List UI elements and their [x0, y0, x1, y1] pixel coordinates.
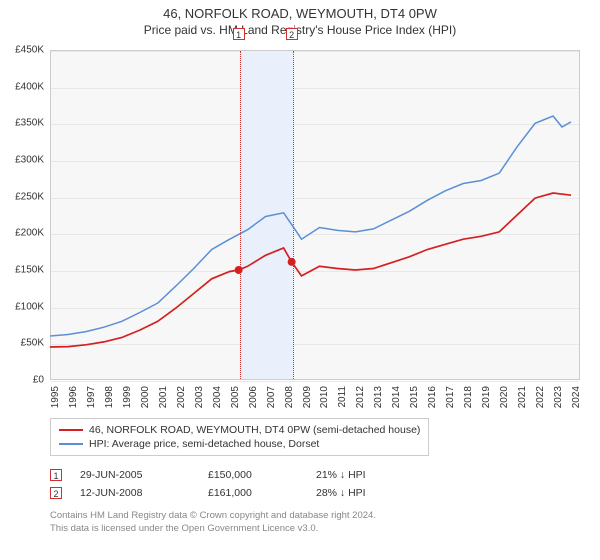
sale-marker-box: 1 — [233, 28, 245, 40]
y-tick-label: £100K — [15, 301, 44, 312]
x-tick-label: 2017 — [445, 386, 456, 408]
gridline-h — [51, 381, 579, 382]
x-tick-label: 2003 — [194, 386, 205, 408]
sale-marker-box: 2 — [286, 28, 298, 40]
legend-swatch — [59, 429, 83, 431]
y-tick-label: £0 — [33, 375, 44, 386]
legend-box: 46, NORFOLK ROAD, WEYMOUTH, DT4 0PW (sem… — [50, 418, 429, 456]
sales-price: £150,000 — [208, 469, 298, 481]
y-tick-label: £300K — [15, 155, 44, 166]
y-tick-label: £400K — [15, 81, 44, 92]
chart-area: £0£50K£100K£150K£200K£250K£300K£350K£400… — [50, 50, 580, 380]
sales-row: 1 29-JUN-2005 £150,000 21% ↓ HPI — [50, 466, 580, 484]
footer: Contains HM Land Registry data © Crown c… — [50, 510, 580, 536]
x-tick-label: 2014 — [391, 386, 402, 408]
sales-diff: 21% ↓ HPI — [316, 469, 406, 481]
legend-swatch — [59, 443, 83, 445]
title-sub: Price paid vs. HM Land Registry's House … — [0, 23, 600, 37]
series-line — [50, 193, 571, 347]
x-tick-label: 2011 — [337, 386, 348, 408]
footer-line2: This data is licensed under the Open Gov… — [50, 523, 580, 536]
x-tick-label: 2007 — [266, 386, 277, 408]
legend-item: 46, NORFOLK ROAD, WEYMOUTH, DT4 0PW (sem… — [59, 423, 420, 437]
x-tick-label: 2001 — [158, 386, 169, 408]
y-tick-label: £150K — [15, 265, 44, 276]
x-tick-label: 2009 — [302, 386, 313, 408]
x-tick-label: 2002 — [176, 386, 187, 408]
legend-item: HPI: Average price, semi-detached house,… — [59, 437, 420, 451]
x-tick-label: 2012 — [355, 386, 366, 408]
y-tick-label: £200K — [15, 228, 44, 239]
x-tick-label: 2013 — [373, 386, 384, 408]
x-tick-label: 2016 — [427, 386, 438, 408]
legend-area: 46, NORFOLK ROAD, WEYMOUTH, DT4 0PW (sem… — [50, 418, 580, 536]
x-tick-label: 2024 — [571, 386, 582, 408]
legend-label: HPI: Average price, semi-detached house,… — [89, 438, 319, 450]
series-line — [50, 116, 571, 336]
y-tick-label: £450K — [15, 45, 44, 56]
x-tick-label: 2004 — [212, 386, 223, 408]
x-tick-label: 1995 — [50, 386, 61, 408]
x-tick-label: 2006 — [248, 386, 259, 408]
legend-label: 46, NORFOLK ROAD, WEYMOUTH, DT4 0PW (sem… — [89, 424, 420, 436]
x-tick-label: 1997 — [86, 386, 97, 408]
x-tick-label: 2010 — [319, 386, 330, 408]
x-tick-label: 2005 — [230, 386, 241, 408]
sale-point — [235, 266, 243, 274]
sales-diff: 28% ↓ HPI — [316, 487, 406, 499]
x-tick-label: 2023 — [553, 386, 564, 408]
y-tick-label: £350K — [15, 118, 44, 129]
footer-line1: Contains HM Land Registry data © Crown c… — [50, 510, 580, 523]
sale-point — [288, 258, 296, 266]
sales-idx-box: 1 — [50, 469, 62, 481]
sales-date: 29-JUN-2005 — [80, 469, 190, 481]
x-tick-label: 2018 — [463, 386, 474, 408]
x-tick-label: 2019 — [481, 386, 492, 408]
x-tick-label: 2015 — [409, 386, 420, 408]
x-tick-label: 1999 — [122, 386, 133, 408]
sales-table: 1 29-JUN-2005 £150,000 21% ↓ HPI 2 12-JUN-200… — [50, 466, 580, 502]
x-tick-label: 2008 — [284, 386, 295, 408]
series-svg — [50, 50, 580, 380]
x-tick-label: 2021 — [517, 386, 528, 408]
sales-date: 12-JUN-2008 — [80, 487, 190, 499]
sales-price: £161,000 — [208, 487, 298, 499]
sales-idx-box: 2 — [50, 487, 62, 499]
x-tick-label: 2000 — [140, 386, 151, 408]
chart-container: 46, NORFOLK ROAD, WEYMOUTH, DT4 0PW Pric… — [0, 0, 600, 560]
x-tick-label: 2020 — [499, 386, 510, 408]
x-tick-label: 1998 — [104, 386, 115, 408]
x-tick-label: 1996 — [68, 386, 79, 408]
x-tick-label: 2022 — [535, 386, 546, 408]
title-block: 46, NORFOLK ROAD, WEYMOUTH, DT4 0PW Pric… — [0, 0, 600, 37]
y-tick-label: £50K — [21, 338, 44, 349]
sales-row: 2 12-JUN-2008 £161,000 28% ↓ HPI — [50, 484, 580, 502]
y-tick-label: £250K — [15, 191, 44, 202]
title-main: 46, NORFOLK ROAD, WEYMOUTH, DT4 0PW — [0, 6, 600, 21]
